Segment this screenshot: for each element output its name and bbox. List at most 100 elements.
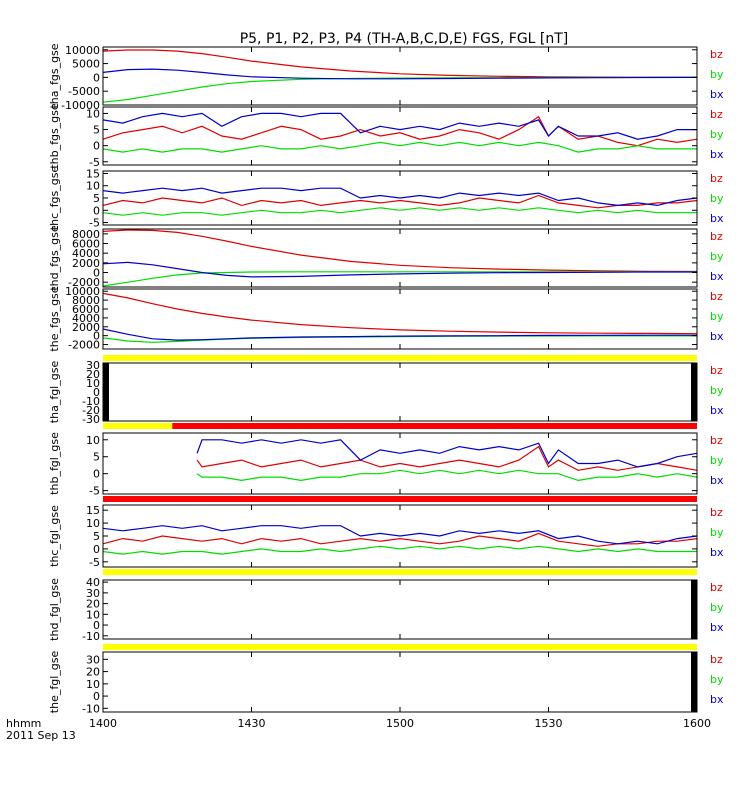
panel-5-ytick-label-3: 0 xyxy=(93,386,100,399)
panel-5-ytick-label-6: -30 xyxy=(82,413,100,426)
panel-3-ytick-label-0: 8000 xyxy=(72,228,100,241)
panel-7-ylabel: thc_fgl_gse xyxy=(48,505,61,567)
panel-9-ytick-label-1: 20 xyxy=(86,666,100,679)
panel-4-ylabel: the_fgs_gse xyxy=(48,286,61,351)
panel-9-data-edge-0 xyxy=(691,652,697,712)
time-tick-label-1: 1430 xyxy=(238,717,266,730)
panel-4-ytick-label-4: 2000 xyxy=(72,321,100,334)
panel-9-frame xyxy=(102,651,698,713)
panel-1: 10 5 0 -5 thb_fgs_gse bz by bx xyxy=(48,103,724,169)
panel-6-legend-by: by xyxy=(710,454,724,467)
panel-9-legend-bx: bx xyxy=(710,693,724,706)
panel-2-series-by xyxy=(102,207,697,216)
panel-1-frame xyxy=(102,106,698,166)
panel-0-ytick-label-3: -5000 xyxy=(68,85,100,98)
time-tick-label-4: 1600 xyxy=(683,717,711,730)
panel-8-ylabel: thd_fgl_gse xyxy=(48,578,61,641)
panel-6-legend-bz: bz xyxy=(710,434,723,447)
panel-3-legend-bx: bx xyxy=(710,270,724,283)
panel-7-ytick-label-4: -5 xyxy=(89,556,100,569)
panel-8-frame xyxy=(102,579,698,640)
panel-0-series-bz xyxy=(102,49,698,78)
panel-3-ytick-label-4: 0 xyxy=(93,267,100,280)
panel-9-legend-bz: bz xyxy=(710,653,723,666)
panel-1-ytick-label-3: -5 xyxy=(89,156,100,169)
time-axis-label-line2: 2011 Sep 13 xyxy=(6,729,76,742)
panel-9-legend-by: by xyxy=(710,673,724,686)
panel-2-legend-by: by xyxy=(710,192,724,205)
panel-7-legend-bx: bx xyxy=(710,546,724,559)
panel-0-legend-by: by xyxy=(710,68,724,81)
panel-7-series-bz xyxy=(102,532,698,547)
panel-6-bottom-flag-0 xyxy=(103,496,697,502)
panel-2-ytick-label-3: 0 xyxy=(93,204,100,217)
panel-0-legend-bx: bx xyxy=(710,88,724,101)
panel-9-top-flag-0 xyxy=(103,644,697,650)
panel-6-series-bz xyxy=(196,445,698,471)
panel-4-ytick-label-3: 4000 xyxy=(72,312,100,325)
panel-7-ytick-label-3: 0 xyxy=(93,543,100,556)
panel-0-legend-bz: bz xyxy=(710,48,723,61)
panel-8-legend-bz: bz xyxy=(710,581,723,594)
time-tick-label-2: 1500 xyxy=(386,717,414,730)
panel-1-legend-by: by xyxy=(710,128,724,141)
panel-5-frame xyxy=(102,362,698,422)
panel-5-ytick-label-0: 30 xyxy=(86,359,100,372)
panel-7-series-by xyxy=(102,545,697,555)
panel-8-ytick-label-3: 10 xyxy=(86,608,100,621)
panel-2-ylabel: thc_fgs_gse xyxy=(48,166,61,231)
panel-6: 10 5 0 -5 thb_fgl_gse bz by bx xyxy=(48,432,724,502)
panel-8-data-edge-0 xyxy=(691,580,697,639)
panel-4-series-bx xyxy=(102,328,697,341)
panel-3-frame xyxy=(102,228,698,288)
panel-0-ytick-label-4: -10000 xyxy=(61,99,100,112)
panel-6-ytick-label-3: -5 xyxy=(89,485,100,498)
panel-8-ytick-label-0: 40 xyxy=(86,576,100,589)
time-tick-label-0: 1400 xyxy=(89,717,117,730)
panel-5-ylabel: tha_fgl_gse xyxy=(48,361,61,424)
panel-9-ylabel: the_fgl_gse xyxy=(48,651,61,714)
panel-7-legend-by: by xyxy=(710,526,724,539)
panel-3-ytick-label-2: 4000 xyxy=(72,247,100,260)
panel-0-ytick-label-1: 5000 xyxy=(72,58,100,71)
panel-4-series-by xyxy=(102,335,697,343)
panel-4-legend-bz: bz xyxy=(710,290,723,303)
panel-6-ytick-label-1: 5 xyxy=(93,451,100,464)
panel-6-series-by xyxy=(196,469,698,482)
panel-0-ytick-label-0: 10000 xyxy=(65,44,100,57)
panel-2-ytick-label-2: 5 xyxy=(93,192,100,205)
panel-2-ytick-label-1: 10 xyxy=(86,180,100,193)
panel-8-legend-by: by xyxy=(710,601,724,614)
panel-8-ytick-label-1: 30 xyxy=(86,587,100,600)
panel-2-legend-bx: bx xyxy=(710,212,724,225)
panel-5-legend-bz: bz xyxy=(710,364,723,377)
panel-1-ytick-label-2: 0 xyxy=(93,140,100,153)
panel-9-ytick-label-3: 0 xyxy=(93,690,100,703)
panel-4-legend-bx: bx xyxy=(710,330,724,343)
panel-7-bottom-flag-0 xyxy=(103,569,697,575)
panel-2-ytick-label-4: -5 xyxy=(89,217,100,230)
panel-4-ytick-label-0: 10000 xyxy=(65,285,100,298)
panel-0-series-by xyxy=(102,76,697,103)
panel-0-frame xyxy=(102,46,698,106)
panel-3-ylabel: thd_fgs_gse xyxy=(48,225,61,291)
panel-7-series-bx xyxy=(102,525,698,545)
panel-1-series-by xyxy=(102,141,697,153)
panel-0-ylabel: tha_fgs_gse xyxy=(48,43,61,108)
panel-3-ytick-label-1: 6000 xyxy=(72,238,100,251)
panel-6-ytick-label-2: 0 xyxy=(93,468,100,481)
panel-3-ytick-label-5: -2000 xyxy=(68,276,100,289)
panel-6-ylabel: thb_fgl_gse xyxy=(48,432,61,495)
panel-5-bottom-flag-1 xyxy=(172,423,698,429)
panel-5-ytick-label-2: 10 xyxy=(86,377,100,390)
panel-3-series-bx xyxy=(102,261,697,278)
panel-3-legend-by: by xyxy=(710,250,724,263)
panel-5-legend-bx: bx xyxy=(710,404,724,417)
panel-9-ytick-label-2: 10 xyxy=(86,678,100,691)
